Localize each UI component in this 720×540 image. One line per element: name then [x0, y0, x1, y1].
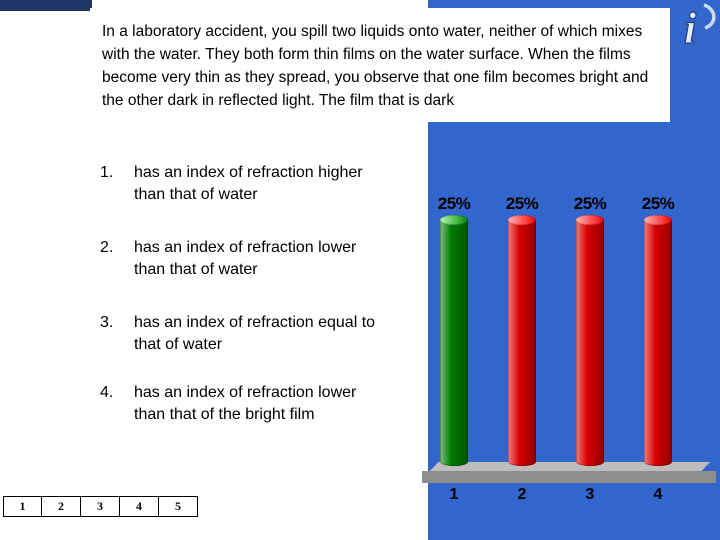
countdown-timer: 1 2 3 4 5: [3, 496, 198, 517]
answer-option-3: 3. has an index of refraction equal to th…: [100, 312, 380, 356]
bar-category-3: 3: [585, 486, 595, 503]
bar-top-cap: [644, 215, 672, 225]
answer-option-2: 2. has an index of refraction lower than …: [100, 237, 380, 281]
countdown-cell-5: 5: [159, 496, 198, 517]
answer-text: has an index of refraction lower than th…: [134, 239, 357, 278]
bar-category-4: 4: [653, 486, 663, 503]
countdown-cell-2: 2: [42, 496, 81, 517]
answer-text: has an index of refraction equal to that…: [134, 314, 376, 353]
answer-number: 1.: [100, 164, 114, 181]
answer-option-4: 4. has an index of refraction lower than …: [100, 382, 380, 426]
bar-value-label-4: 25%: [641, 194, 675, 213]
chart-platform-front: [422, 471, 716, 483]
interactive-i-icon: i: [683, 3, 716, 52]
icon-swirl: [703, 3, 716, 30]
bar-4: [644, 215, 672, 466]
answer-number: 4.: [100, 384, 114, 401]
bar-value-label-2: 25%: [505, 194, 539, 213]
bar-3: [576, 215, 604, 466]
chart-platform-top: [430, 462, 710, 471]
question-text: In a laboratory accident, you spill two …: [90, 8, 670, 122]
answer-text: has an index of refraction lower than th…: [134, 384, 357, 423]
bar-value-label-3: 25%: [573, 194, 607, 213]
bar-top-cap: [508, 215, 536, 225]
bar-2: [508, 215, 536, 466]
corner-accent: [0, 0, 92, 11]
bar-value-label-1: 25%: [437, 194, 471, 213]
answer-text: has an index of refraction higher than t…: [134, 164, 363, 203]
bar-top-cap: [576, 215, 604, 225]
icon-letter: i: [684, 4, 697, 52]
countdown-cell-1: 1: [3, 496, 42, 517]
bar-1: [440, 215, 468, 466]
countdown-cell-3: 3: [81, 496, 120, 517]
answer-number: 2.: [100, 239, 114, 256]
bar-category-1: 1: [449, 486, 459, 503]
countdown-cell-4: 4: [120, 496, 159, 517]
bar-top-cap: [440, 215, 468, 225]
answer-option-1: 1. has an index of refraction higher than…: [100, 162, 380, 206]
answer-number: 3.: [100, 314, 114, 331]
bar-category-2: 2: [517, 486, 527, 503]
